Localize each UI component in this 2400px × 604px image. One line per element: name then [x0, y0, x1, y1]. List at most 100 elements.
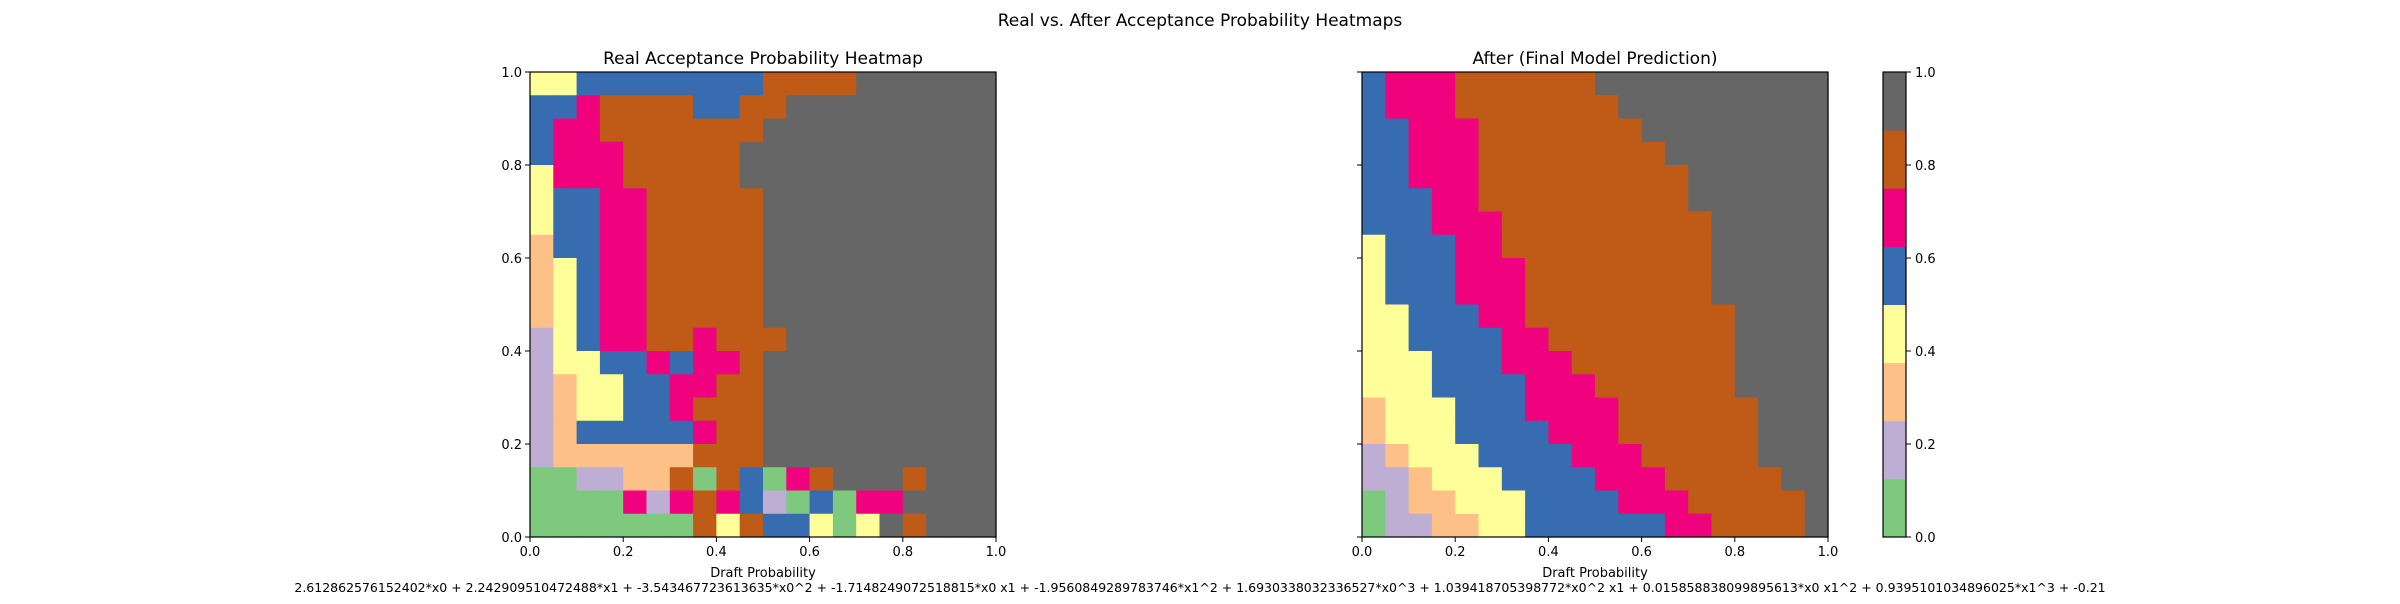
after-heatmap-cell — [1431, 420, 1456, 445]
real-heatmap-cell — [599, 490, 624, 515]
after-x-tick-label: 0.4 — [1538, 545, 1559, 560]
after-heatmap-cell — [1385, 374, 1410, 399]
real-heatmap-cell — [530, 420, 554, 445]
after-heatmap-cell — [1734, 118, 1759, 143]
after-heatmap-cell — [1431, 211, 1456, 236]
after-heatmap-cell — [1362, 118, 1386, 143]
real-heatmap-cell — [646, 118, 671, 143]
after-heatmap-cell — [1385, 188, 1410, 213]
after-heatmap-cell — [1595, 327, 1619, 352]
after-heatmap-cell — [1595, 281, 1619, 306]
after-heatmap-cell — [1571, 467, 1596, 492]
real-heatmap-cell — [926, 327, 950, 352]
real-heatmap-cell — [623, 118, 648, 143]
real-heatmap-cell — [623, 234, 648, 259]
after-heatmap-cell — [1641, 513, 1666, 538]
after-heatmap-cell — [1525, 351, 1549, 375]
real-heatmap-cell — [599, 165, 624, 189]
real-heatmap-cell — [809, 304, 834, 329]
colorbar-segment — [1883, 304, 1906, 364]
colorbar-segment — [1883, 246, 1906, 306]
after-heatmap-cell — [1455, 304, 1480, 329]
real-heatmap-cell — [693, 374, 717, 399]
real-heatmap-cell — [809, 444, 834, 468]
after-heatmap-cell — [1688, 490, 1713, 515]
after-heatmap-cell — [1641, 420, 1666, 445]
real-y-tick-label: 0.2 — [501, 438, 522, 453]
real-heatmap-cell — [646, 95, 671, 120]
real-heatmap-cell — [553, 188, 578, 213]
after-heatmap-cell — [1595, 72, 1619, 96]
after-heatmap-cell — [1525, 165, 1549, 189]
after-heatmap-cell — [1664, 234, 1689, 259]
after-heatmap-cell — [1548, 513, 1573, 538]
real-heatmap-cell — [856, 118, 881, 143]
real-heatmap-cell — [786, 397, 811, 422]
real-heatmap-cell — [553, 467, 578, 492]
real-heatmap-cell — [716, 513, 741, 538]
after-heatmap-cell — [1548, 397, 1573, 422]
after-heatmap-cell — [1664, 490, 1689, 515]
real-heatmap-cell — [786, 513, 811, 538]
after-heatmap-cell — [1711, 234, 1736, 259]
real-heatmap-cell — [879, 490, 904, 515]
real-heatmap-cell — [716, 467, 741, 492]
after-heatmap-cell — [1408, 467, 1433, 492]
after-heatmap-cell — [1734, 374, 1759, 399]
after-heatmap-cell — [1781, 490, 1806, 515]
after-heatmap-cell — [1548, 258, 1573, 282]
after-heatmap-cell — [1362, 513, 1386, 538]
after-heatmap-cell — [1455, 351, 1480, 375]
real-heatmap-cell — [553, 304, 578, 329]
real-heatmap-cell — [972, 420, 997, 445]
real-heatmap-cell — [786, 490, 811, 515]
after-heatmap-cell — [1688, 72, 1713, 96]
real-heatmap-cell — [926, 141, 950, 166]
colorbar — [1883, 72, 1906, 538]
after-heatmap-cell — [1804, 397, 1829, 422]
real-heatmap-cell — [856, 304, 881, 329]
real-heatmap-cell — [623, 95, 648, 120]
after-heatmap-cell — [1571, 141, 1596, 166]
after-heatmap-cell — [1711, 397, 1736, 422]
after-heatmap-cell — [1804, 304, 1829, 329]
after-heatmap-cell — [1758, 327, 1782, 352]
after-heatmap-cell — [1595, 513, 1619, 538]
after-heatmap-cell — [1641, 351, 1666, 375]
real-heatmap-cell — [786, 211, 811, 236]
real-heatmap-cell — [856, 420, 881, 445]
colorbar-tick-label: 0.0 — [1915, 531, 1936, 546]
after-heatmap-cell — [1525, 211, 1549, 236]
real-heatmap-cell — [832, 304, 857, 329]
after-heatmap-cell — [1641, 397, 1666, 422]
real-heatmap-cell — [949, 118, 974, 143]
after-heatmap-cell — [1548, 420, 1573, 445]
colorbar-ticks: 0.0 0.2 0.4 0.6 0.8 1.0 — [1906, 66, 1936, 546]
real-heatmap-cell — [809, 490, 834, 515]
real-heatmap-cell — [553, 397, 578, 422]
real-heatmap-cell — [832, 351, 857, 375]
after-heatmap-cell — [1758, 281, 1782, 306]
after-heatmap-cell — [1804, 490, 1829, 515]
real-heatmap-cell — [553, 281, 578, 306]
after-heatmap-cell — [1571, 420, 1596, 445]
after-heatmap-cell — [1711, 374, 1736, 399]
after-heatmap-cell — [1571, 513, 1596, 538]
after-heatmap-cell — [1548, 467, 1573, 492]
colorbar-segment — [1883, 420, 1906, 480]
after-heatmap-cell — [1408, 72, 1433, 96]
after-heatmap-cell — [1641, 467, 1666, 492]
real-heatmap-cell — [879, 188, 904, 213]
real-heatmap-cell — [553, 351, 578, 375]
after-heatmap-cell — [1664, 467, 1689, 492]
real-heatmap-cell — [716, 327, 741, 352]
colorbar-tick-label: 0.4 — [1915, 345, 1936, 360]
real-heatmap-cell — [646, 490, 671, 515]
after-heatmap-cell — [1641, 374, 1666, 399]
real-heatmap-cell — [879, 351, 904, 375]
real-heatmap-cell — [599, 72, 624, 96]
real-heatmap-cell — [693, 188, 717, 213]
after-heatmap-cell — [1455, 211, 1480, 236]
real-heatmap-cell — [669, 444, 694, 468]
real-heatmap-cell — [716, 141, 741, 166]
